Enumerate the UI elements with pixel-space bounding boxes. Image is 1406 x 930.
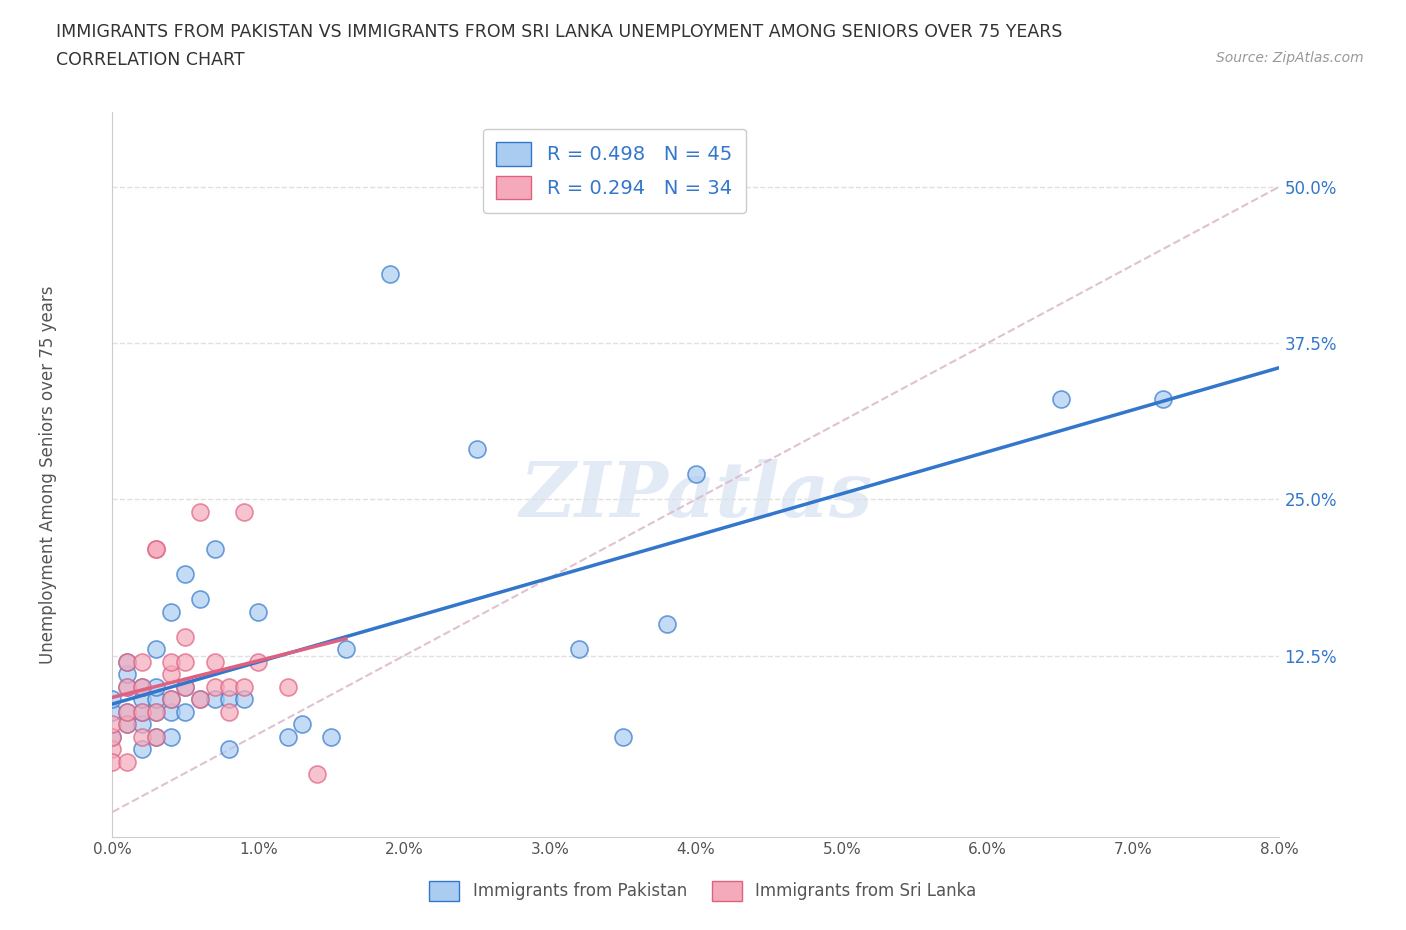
Legend: R = 0.498   N = 45, R = 0.294   N = 34: R = 0.498 N = 45, R = 0.294 N = 34 xyxy=(482,128,745,213)
Point xyxy=(131,655,153,670)
Point xyxy=(276,729,298,744)
Point xyxy=(188,692,211,707)
Point xyxy=(218,692,240,707)
Point xyxy=(204,655,226,670)
Text: CORRELATION CHART: CORRELATION CHART xyxy=(56,51,245,69)
Point xyxy=(115,680,138,695)
Point xyxy=(1049,392,1071,406)
Point xyxy=(612,729,634,744)
Point xyxy=(188,504,211,519)
Point xyxy=(115,717,138,732)
Point xyxy=(131,705,153,720)
Point xyxy=(247,655,270,670)
Point xyxy=(160,655,183,670)
Y-axis label: Unemployment Among Seniors over 75 years: Unemployment Among Seniors over 75 years xyxy=(39,286,56,663)
Point xyxy=(291,717,314,732)
Point xyxy=(101,729,124,744)
Point xyxy=(1152,392,1174,406)
Point xyxy=(115,680,138,695)
Point xyxy=(160,667,183,682)
Point xyxy=(218,705,240,720)
Text: Source: ZipAtlas.com: Source: ZipAtlas.com xyxy=(1216,51,1364,65)
Point xyxy=(160,729,183,744)
Point xyxy=(131,705,153,720)
Point xyxy=(131,717,153,732)
Point xyxy=(174,630,197,644)
Point xyxy=(218,742,240,757)
Point xyxy=(131,729,153,744)
Point xyxy=(115,717,138,732)
Point xyxy=(115,705,138,720)
Point xyxy=(115,655,138,670)
Point xyxy=(655,617,678,631)
Point xyxy=(465,442,488,457)
Point xyxy=(115,754,138,769)
Point xyxy=(247,604,270,619)
Point xyxy=(305,767,328,782)
Text: ZIPatlas: ZIPatlas xyxy=(519,459,873,533)
Point xyxy=(145,680,167,695)
Legend: Immigrants from Pakistan, Immigrants from Sri Lanka: Immigrants from Pakistan, Immigrants fro… xyxy=(423,874,983,908)
Point xyxy=(174,655,197,670)
Point xyxy=(101,729,124,744)
Point xyxy=(321,729,343,744)
Point xyxy=(101,754,124,769)
Point xyxy=(276,680,298,695)
Point xyxy=(115,667,138,682)
Point xyxy=(101,705,124,720)
Point xyxy=(685,467,707,482)
Point xyxy=(174,680,197,695)
Point xyxy=(188,692,211,707)
Point xyxy=(145,729,167,744)
Point xyxy=(145,542,167,557)
Point xyxy=(131,680,153,695)
Point xyxy=(145,542,167,557)
Point xyxy=(115,655,138,670)
Point xyxy=(174,705,197,720)
Point xyxy=(160,692,183,707)
Point xyxy=(145,642,167,657)
Point xyxy=(160,692,183,707)
Point xyxy=(204,692,226,707)
Point xyxy=(335,642,357,657)
Point xyxy=(115,705,138,720)
Text: IMMIGRANTS FROM PAKISTAN VS IMMIGRANTS FROM SRI LANKA UNEMPLOYMENT AMONG SENIORS: IMMIGRANTS FROM PAKISTAN VS IMMIGRANTS F… xyxy=(56,23,1063,41)
Point xyxy=(232,692,254,707)
Point xyxy=(174,567,197,582)
Point xyxy=(101,692,124,707)
Point xyxy=(174,680,197,695)
Point xyxy=(204,680,226,695)
Point xyxy=(131,742,153,757)
Point xyxy=(188,591,211,606)
Point xyxy=(101,717,124,732)
Point xyxy=(232,504,254,519)
Point xyxy=(160,705,183,720)
Point xyxy=(145,705,167,720)
Point xyxy=(101,742,124,757)
Point xyxy=(218,680,240,695)
Point xyxy=(145,705,167,720)
Point xyxy=(568,642,591,657)
Point xyxy=(131,680,153,695)
Point xyxy=(232,680,254,695)
Point xyxy=(378,267,401,282)
Point xyxy=(131,692,153,707)
Point xyxy=(160,604,183,619)
Point xyxy=(145,692,167,707)
Point xyxy=(145,729,167,744)
Point xyxy=(204,542,226,557)
